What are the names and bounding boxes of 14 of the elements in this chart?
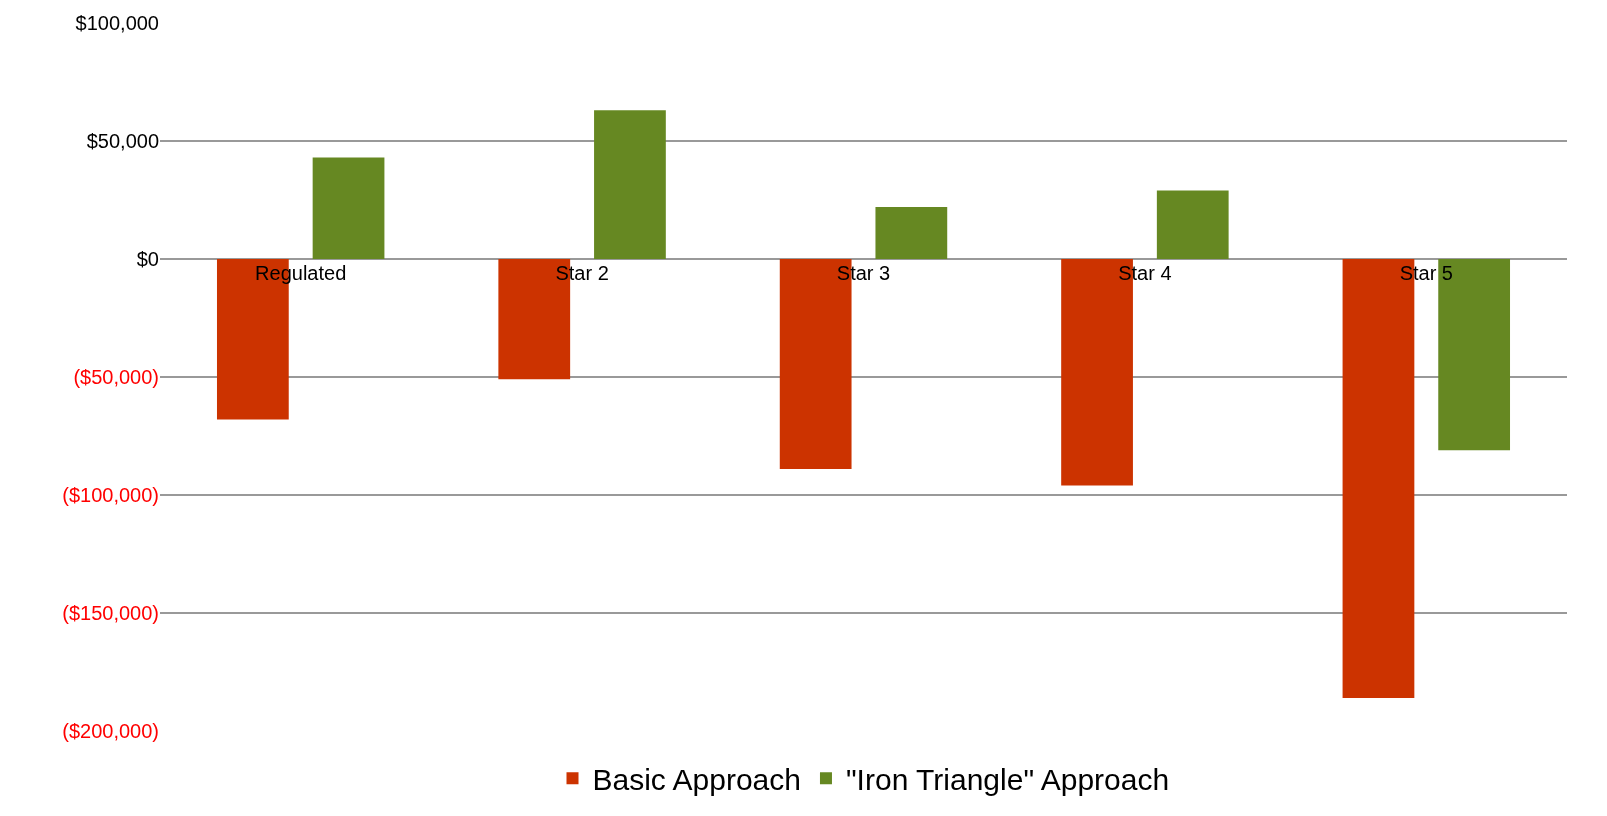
bar bbox=[594, 110, 666, 259]
y-tick-label: $50,000 bbox=[86, 130, 159, 152]
y-tick-label: ($200,000) bbox=[62, 720, 159, 742]
legend-label: "Iron Triangle" Approach bbox=[845, 762, 1170, 796]
y-tick-label: ($50,000) bbox=[73, 366, 159, 388]
y-tick-label: ($150,000) bbox=[62, 602, 159, 624]
bar bbox=[875, 207, 948, 259]
bar bbox=[1438, 259, 1511, 451]
legend-label: Basic Approach bbox=[592, 762, 801, 796]
bar bbox=[312, 157, 385, 259]
y-tick-label: $0 bbox=[136, 248, 159, 270]
y-tick-label: ($100,000) bbox=[62, 484, 159, 506]
bar bbox=[1156, 190, 1229, 259]
y-tick-label: $100,000 bbox=[75, 12, 159, 34]
